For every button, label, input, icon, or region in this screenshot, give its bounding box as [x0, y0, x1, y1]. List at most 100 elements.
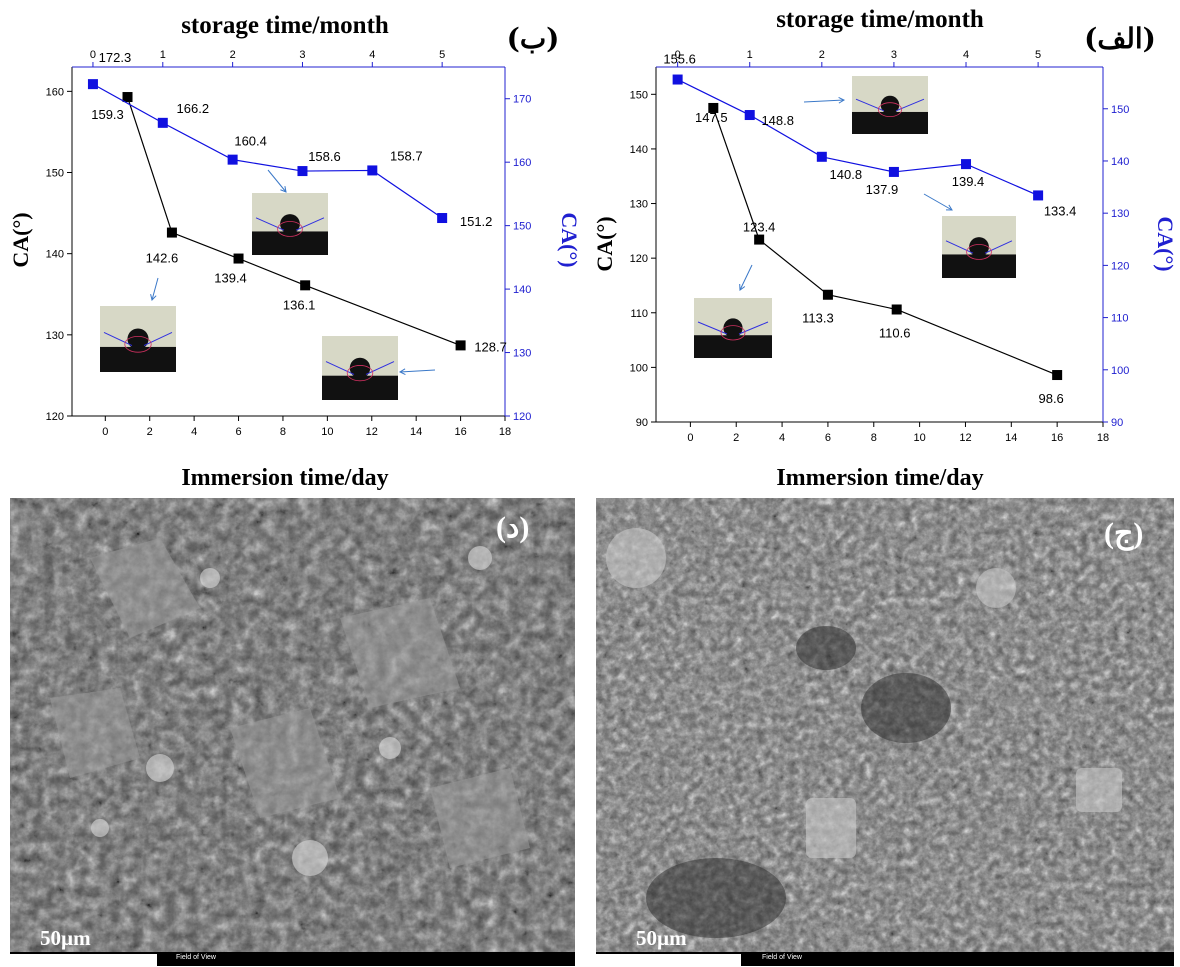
inset-fit-circle	[346, 365, 374, 382]
scale-bar: Field of View	[596, 952, 1174, 966]
black-data-point	[754, 234, 765, 245]
panel-label: (ب)	[507, 22, 560, 55]
blue-data-point	[437, 213, 448, 224]
black-data-point	[891, 304, 902, 315]
right-axis-title: CA(°)	[557, 212, 582, 267]
black-data-label: 142.6	[146, 251, 179, 266]
x-top-tick-label: 2	[230, 49, 236, 61]
black-data-point	[122, 92, 133, 103]
x-bottom-tick-label: 2	[733, 432, 739, 444]
x-top-tick-label: 4	[369, 49, 375, 61]
droplet-inset-photo	[694, 298, 772, 358]
blue-data-label: 166.2	[177, 101, 210, 116]
x-top-tick-label: 2	[819, 49, 825, 61]
black-data-point	[300, 280, 311, 291]
x-bottom-tick-label: 10	[321, 426, 333, 438]
blue-data-label: 160.4	[234, 134, 267, 149]
blue-data-label: 151.2	[460, 214, 493, 229]
blue-data-point	[888, 166, 899, 177]
bottom-axis-title: Immersion time/day	[181, 465, 388, 491]
black-data-label: 159.3	[91, 107, 124, 122]
inset-tangent-line	[895, 98, 925, 112]
x-bottom-tick-label: 16	[454, 426, 466, 438]
black-data-point	[455, 340, 466, 351]
black-data-label: 123.4	[743, 220, 776, 235]
scale-bar: Field of View	[10, 952, 575, 966]
annotation-arrowhead	[838, 96, 846, 104]
blue-data-point	[87, 79, 98, 90]
y-left-tick-label: 140	[46, 249, 64, 261]
x-bottom-tick-label: 18	[499, 426, 511, 438]
x-bottom-tick-label: 16	[1051, 432, 1063, 444]
chart-panel-alef: 0 2 4 6 8 10 12 14 16 180 1 2 3 4 59010011012013014015…	[592, 6, 1178, 491]
inset-tangent-line	[365, 361, 395, 375]
x-top-tick-label: 1	[747, 49, 753, 61]
inset-fit-circle	[966, 244, 992, 260]
y-left-tick-label: 100	[630, 362, 648, 374]
inset-fit-circle	[720, 325, 746, 341]
black-data-label: 113.3	[802, 311, 834, 326]
blue-data-label: 155.6	[663, 52, 696, 67]
bottom-axis-title: Immersion time/day	[776, 465, 983, 491]
blue-data-point	[157, 117, 168, 128]
y-left-tick-label: 150	[46, 168, 64, 180]
x-bottom-tick-label: 14	[410, 426, 422, 438]
inset-droplet	[349, 357, 371, 379]
blue-data-label: 148.8	[761, 113, 794, 128]
inset-fit-circle	[877, 102, 902, 118]
blue-data-label: 133.4	[1044, 203, 1077, 218]
y-right-tick-label: 90	[1111, 417, 1123, 429]
blue-data-point	[227, 154, 238, 165]
inset-fit-circle	[124, 335, 152, 353]
x-bottom-tick-label: 18	[1097, 432, 1109, 444]
inset-substrate	[942, 254, 1016, 278]
y-right-tick-label: 100	[1111, 365, 1129, 377]
x-top-tick-label: 5	[439, 49, 445, 61]
inset-tangent-line	[855, 98, 885, 112]
sem-image-j	[596, 498, 1174, 966]
inset-fit-circle	[277, 221, 303, 237]
blue-data-point	[367, 165, 378, 176]
y-right-tick-label: 150	[1111, 104, 1129, 116]
x-bottom-tick-label: 6	[825, 432, 831, 444]
annotation-arrowhead	[739, 283, 746, 291]
blue-data-label: 158.6	[308, 149, 341, 164]
x-top-tick-label: 4	[963, 49, 969, 61]
field-of-view-label: Field of View	[176, 954, 216, 961]
inset-tangent-line	[697, 321, 728, 335]
blue-data-point	[961, 159, 972, 170]
left-axis-title: CA(°)	[8, 212, 33, 267]
inset-tangent-line	[738, 321, 769, 335]
black-data-label: 147.5	[695, 110, 728, 125]
y-left-tick-label: 120	[630, 253, 648, 265]
inset-tangent-line	[143, 331, 173, 347]
blue-series-line	[92, 83, 443, 219]
y-right-tick-label: 120	[513, 411, 531, 423]
chart-panel-b: 0 2 4 6 8 10 12 14 16 180 1 2 3 4 51201301401501601201…	[8, 12, 582, 491]
x-top-tick-label: 0	[90, 49, 96, 61]
annotation-arrowhead	[280, 186, 287, 193]
y-left-tick-label: 160	[46, 86, 64, 98]
inset-droplet	[280, 214, 300, 234]
droplet-inset-photo	[852, 76, 928, 134]
panel-label: (الف)	[1084, 22, 1156, 55]
annotation-arrow	[151, 277, 159, 301]
inset-substrate	[694, 335, 772, 358]
x-bottom-tick-label: 8	[871, 432, 877, 444]
inset-droplet	[969, 237, 989, 257]
sem-micrograph-d: 50µm Field of View (د)	[10, 498, 575, 966]
right-axis-title: CA(°)	[1153, 216, 1178, 271]
sem-image-d	[10, 498, 575, 966]
blue-data-point	[1033, 190, 1044, 201]
annotation-arrow	[923, 193, 953, 211]
field-of-view-label: Field of View	[762, 954, 802, 961]
y-left-tick-label: 130	[46, 330, 64, 342]
x-bottom-tick-label: 6	[235, 426, 241, 438]
annotation-arrowhead	[150, 294, 157, 302]
inset-substrate	[100, 346, 176, 372]
black-data-label: 110.6	[879, 325, 911, 340]
blue-data-label: 139.4	[952, 174, 985, 189]
panel-label-d: (د)	[496, 511, 530, 544]
y-left-tick-label: 90	[636, 417, 648, 429]
black-data-point	[233, 253, 244, 264]
